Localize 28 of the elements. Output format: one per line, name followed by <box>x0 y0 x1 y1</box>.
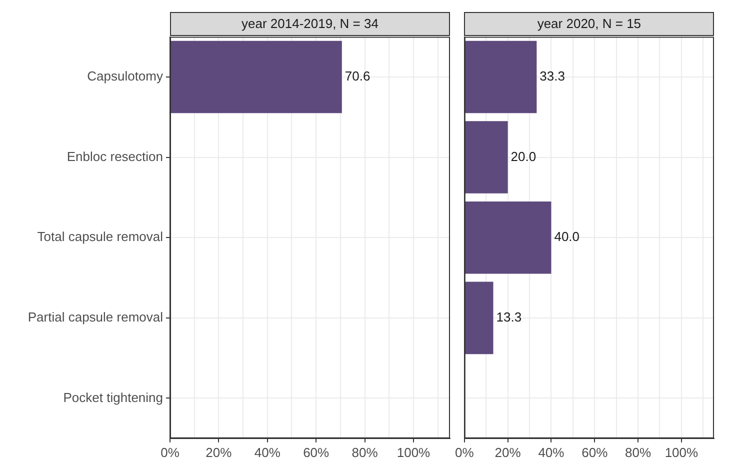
bar <box>464 40 537 114</box>
y-tick-label: Enbloc resection <box>66 148 163 164</box>
bar <box>464 201 552 274</box>
x-tick-label: 60% <box>582 444 608 460</box>
x-tick-label: 80% <box>625 444 652 460</box>
x-tick-label: 60% <box>303 444 330 460</box>
y-tick-label: Capsulotomy <box>87 68 164 84</box>
x-tick-label: 40% <box>254 444 281 460</box>
chart-title: year 2020, N = 15 <box>464 12 714 36</box>
x-tick-label: 40% <box>538 444 565 460</box>
y-tick-label: Pocket tightening <box>63 390 163 405</box>
data-label: 20.0 <box>510 148 536 164</box>
data-label: 70.6 <box>344 68 370 84</box>
x-tick-label: 20% <box>206 444 232 460</box>
y-tick-label: Partial capsule removal <box>28 310 164 324</box>
x-tick-label: 100% <box>664 444 699 460</box>
data-label: 33.3 <box>540 68 565 84</box>
bar <box>464 121 508 194</box>
x-tick-label: 20% <box>494 444 522 460</box>
x-tick-label: 100% <box>396 444 431 460</box>
x-tick-label: 0% <box>160 444 180 460</box>
y-tick-label: Total capsule removal <box>37 229 164 244</box>
x-tick-label: 80% <box>352 444 378 460</box>
data-label: 13.3 <box>496 310 522 324</box>
bar <box>464 282 494 354</box>
data-label: 40.0 <box>554 229 580 244</box>
chart-title: year 2014-2019, N = 34 <box>170 12 450 36</box>
x-tick-label: 0% <box>454 444 474 460</box>
